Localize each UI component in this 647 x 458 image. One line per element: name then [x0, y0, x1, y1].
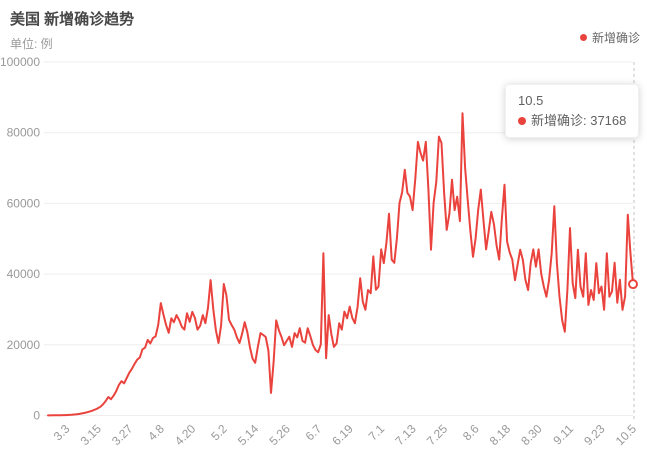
series-line-newcases: [47, 112, 634, 417]
x-axis-label: 10.5: [613, 421, 640, 448]
x-axis-label: 4.8: [145, 421, 167, 443]
y-axis-label: 60000: [7, 196, 41, 210]
x-axis-label: 8.18: [487, 421, 514, 448]
x-axis-label: 9.11: [550, 421, 576, 447]
y-axis-label: 20000: [7, 338, 41, 352]
hover-point-marker: [628, 279, 638, 290]
x-axis-label: 3.27: [109, 421, 136, 448]
x-axis-label: 7.13: [392, 421, 419, 448]
legend-label: 新增确诊: [591, 31, 640, 45]
x-axis-label: 5.2: [208, 421, 230, 443]
y-axis-label: 0: [33, 409, 40, 423]
x-axis-label: 4.20: [172, 421, 199, 448]
y-axis-label: 80000: [7, 126, 41, 140]
x-axis-label: 8.30: [518, 421, 545, 448]
x-axis-label: 6.19: [329, 421, 356, 448]
y-axis-label: 40000: [7, 267, 41, 281]
chart-subtitle: 单位: 例: [10, 37, 53, 51]
tooltip: 10.5 新增确诊: 37168: [505, 84, 640, 138]
x-axis-label: 9.23: [581, 421, 608, 448]
tooltip-series-marker-icon: [518, 117, 526, 125]
legend-marker-icon: [579, 34, 587, 41]
x-axis-label: 3.15: [78, 421, 105, 448]
x-axis-label: 3.3: [51, 421, 73, 443]
x-axis-label: 6.7: [303, 421, 325, 443]
x-axis-label: 5.14: [235, 421, 262, 448]
tooltip-x-label: 10.5: [518, 93, 544, 108]
tooltip-series-value: 新增确诊: 37168: [531, 113, 627, 128]
y-axis-label: 100000: [0, 55, 40, 69]
x-axis-label: 7.1: [366, 421, 388, 443]
x-axis-label: 5.26: [266, 421, 293, 448]
legend-item-newcases[interactable]: 新增确诊: [579, 29, 640, 46]
x-axis-label: 7.25: [424, 421, 451, 448]
chart-title: 美国 新增确诊趋势: [10, 11, 135, 28]
x-axis-label: 8.6: [460, 421, 482, 443]
